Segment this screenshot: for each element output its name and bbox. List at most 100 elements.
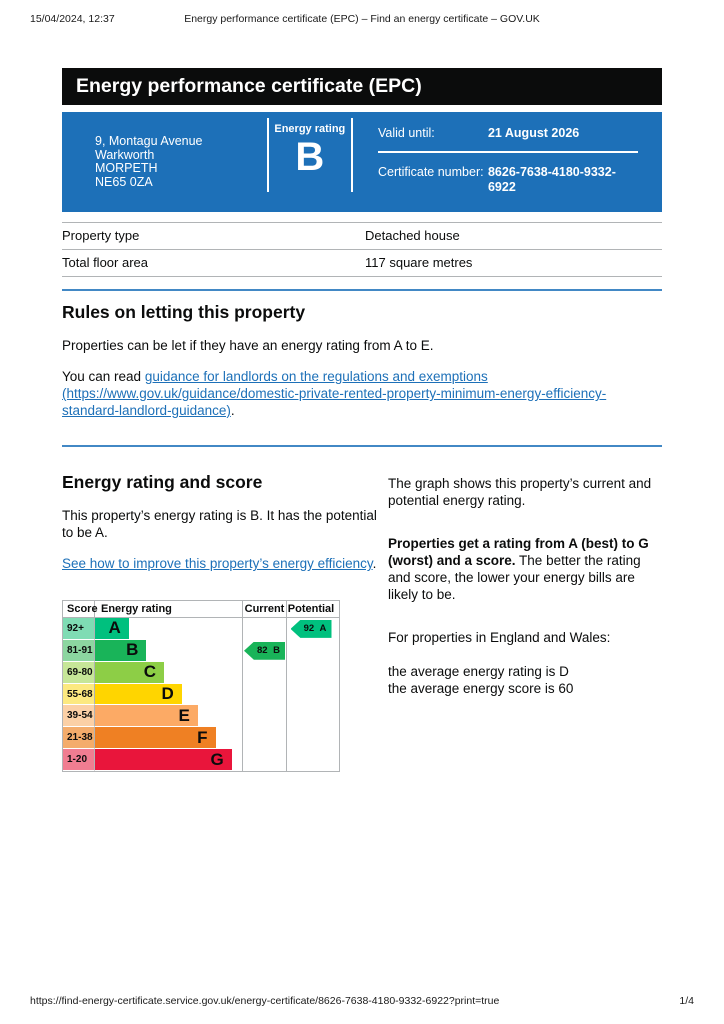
england-wales-intro: For properties in England and Wales: — [388, 630, 611, 645]
summary-divider — [266, 118, 269, 192]
band-bar-b: B — [95, 639, 147, 661]
section-rule — [62, 445, 662, 447]
rules-heading: Rules on letting this property — [62, 302, 306, 322]
guidance-prefix: You can read — [62, 369, 145, 384]
energy-rating-cell: Energy rating B — [269, 112, 352, 212]
band-score-range: 21-38 — [63, 727, 95, 750]
rating-section-right: The graph shows this property’s current … — [388, 461, 662, 772]
band-score-range: 55-68 — [63, 683, 95, 706]
epc-band-row-b: 81-91 B 82 B — [63, 639, 339, 662]
print-header: 15/04/2024, 12:37 Energy performance cer… — [30, 13, 694, 25]
guidance-paragraph: You can read guidance for landlords on t… — [62, 368, 662, 419]
band-bar-e: E — [95, 705, 198, 727]
potential-column-cell — [287, 684, 335, 706]
epc-band-row-f: 21-38 F — [63, 727, 339, 750]
summary-divider — [351, 118, 353, 192]
band-bar-cell: F — [95, 727, 243, 750]
certificate-summary-box: 9, Montagu Avenue Warkworth MORPETH NE65… — [62, 112, 662, 212]
chart-header-current: Current — [243, 601, 287, 617]
property-facts-table: Property type Detached house Total floor… — [62, 222, 662, 277]
address-line-3: MORPETH — [95, 161, 158, 175]
band-score-range: 69-80 — [63, 661, 95, 684]
certificate-number-value: 8626-7638-4180-9332-6922 — [487, 165, 616, 194]
energy-rating-label: Energy rating — [274, 123, 346, 135]
validity-cell: Valid until: 21 August 2026 Certificate … — [353, 112, 662, 212]
print-url: https://find-energy-certificate.service.… — [30, 995, 500, 1007]
epc-band-row-a: 92+ A 92 A — [63, 618, 339, 640]
property-type-label: Property type — [62, 222, 365, 250]
potential-column-cell — [287, 705, 335, 727]
rating-section: Energy rating and score This property’s … — [62, 461, 662, 772]
band-bar-cell: C — [95, 661, 243, 684]
print-footer: https://find-energy-certificate.service.… — [30, 995, 694, 1007]
section-rule — [62, 289, 662, 291]
potential-column-cell: 92 A — [287, 618, 335, 640]
band-bar-f: F — [95, 727, 216, 749]
print-datetime: 15/04/2024, 12:37 — [30, 13, 115, 25]
current-column-cell — [243, 705, 287, 728]
band-bar-cell: D — [95, 683, 243, 706]
band-bar-a: A — [95, 618, 129, 639]
epc-band-row-c: 69-80 C — [63, 661, 339, 684]
table-row: Property type Detached house — [62, 222, 662, 250]
chart-body: 92+ A 92 A 81-91 B 82 B 69-80 C 55-68 D 39-54 E 21-3… — [63, 618, 339, 772]
table-row: Total floor area 117 square metres — [62, 249, 662, 277]
band-bar-g: G — [95, 749, 232, 771]
band-score-range: 81-91 — [63, 639, 95, 662]
floor-area-label: Total floor area — [62, 249, 365, 277]
current-column-cell: 82 B — [243, 639, 287, 662]
current-column-cell — [243, 618, 287, 640]
potential-column-cell — [287, 640, 335, 662]
band-bar-cell: E — [95, 705, 243, 728]
rating-explanation-rest: The better the rating and score, the low… — [388, 553, 641, 602]
graph-description: The graph shows this property’s current … — [388, 476, 652, 508]
rating-explanation: Properties get a rating from A (best) to… — [388, 535, 662, 603]
rating-section-left: Energy rating and score This property’s … — [62, 461, 388, 772]
potential-rating-arrow: 92 A — [290, 619, 332, 638]
band-bar-c: C — [95, 661, 165, 683]
floor-area-value: 117 square metres — [365, 249, 662, 277]
potential-column-cell — [287, 662, 335, 684]
certificate-content: Energy performance certificate (EPC) 9, … — [62, 68, 662, 772]
epc-band-row-e: 39-54 E — [63, 705, 339, 728]
potential-column-cell — [287, 749, 335, 771]
page-title: Energy performance certificate (EPC) — [62, 68, 662, 105]
guidance-suffix: . — [230, 403, 235, 418]
current-column-cell — [243, 749, 287, 772]
chart-header-potential: Potential — [287, 603, 335, 615]
improve-efficiency-link[interactable]: See how to improve this property’s energ… — [62, 556, 373, 571]
energy-rating-chart: Score Energy rating Current Potential 92… — [62, 600, 340, 772]
band-score-range: 1-20 — [63, 749, 95, 772]
current-column-cell — [243, 727, 287, 750]
band-score-range: 92+ — [63, 618, 95, 640]
chart-header-rating: Energy rating — [95, 601, 243, 617]
address-line-4: NE65 0ZA — [95, 174, 153, 189]
band-bar-cell: A — [95, 618, 243, 640]
print-doc-title: Energy performance certificate (EPC) – F… — [184, 13, 540, 25]
potential-column-cell — [287, 727, 335, 749]
valid-until-value: 21 August 2026 — [487, 126, 580, 140]
address-line-2: Warkworth — [95, 147, 155, 162]
landlord-guidance-link[interactable]: guidance for landlords on the regulation… — [62, 369, 607, 418]
improve-paragraph: See how to improve this property’s energ… — [62, 555, 388, 572]
address-line-1: 9, Montagu Avenue — [95, 134, 203, 148]
epc-band-row-g: 1-20 G — [63, 749, 339, 772]
national-averages: the average energy rating is D the avera… — [388, 664, 662, 697]
improve-suffix: . — [372, 556, 377, 571]
average-score-line: the average energy score is 60 — [388, 680, 574, 696]
certificate-number-label: Certificate number: — [377, 165, 484, 179]
current-column-cell — [243, 661, 287, 684]
band-bar-cell: B — [95, 639, 243, 662]
validity-divider — [377, 151, 638, 153]
current-rating-arrow: 82 B — [244, 641, 285, 660]
chart-header-row: Score Energy rating Current Potential — [63, 601, 339, 618]
rules-paragraph: Properties can be let if they have an en… — [62, 338, 434, 353]
property-address: 9, Montagu Avenue Warkworth MORPETH NE65… — [62, 112, 267, 212]
property-type-value: Detached house — [365, 222, 662, 250]
valid-until-label: Valid until: — [377, 126, 435, 140]
epc-band-row-d: 55-68 D — [63, 683, 339, 706]
band-bar-d: D — [95, 683, 182, 705]
rating-heading: Energy rating and score — [62, 472, 263, 492]
band-score-range: 39-54 — [63, 705, 95, 728]
